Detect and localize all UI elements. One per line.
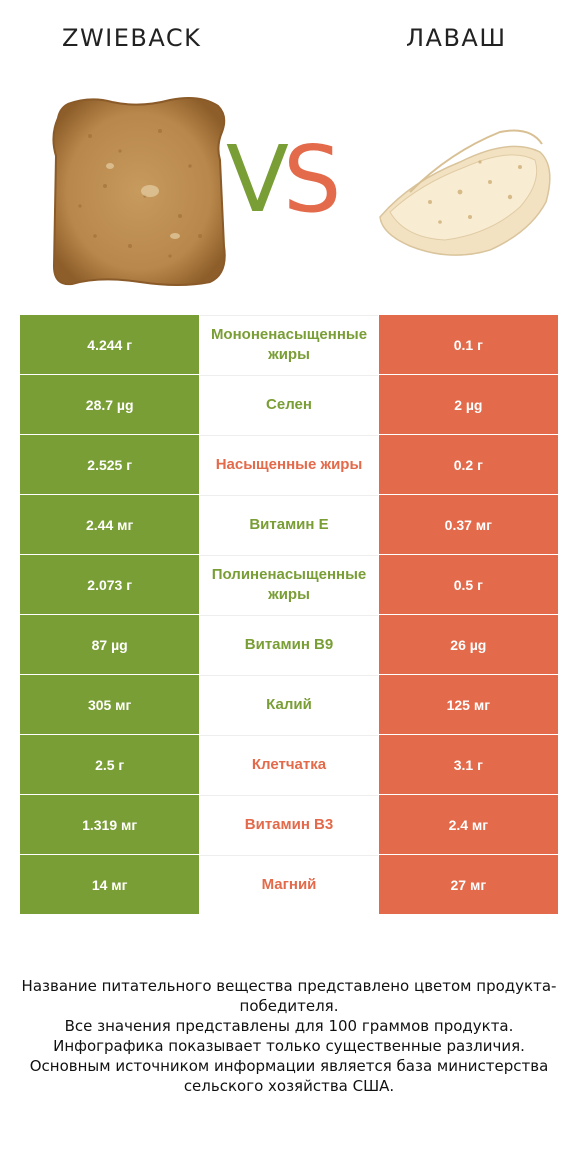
footer-line-3: Инфографика показывает только существенн… [53,1037,525,1055]
right-value: 0.5 г [377,555,558,614]
right-value: 3.1 г [377,735,558,794]
table-row: 4.244 г Мононенасыщенные жиры 0.1 г [20,315,558,375]
right-value: 0.1 г [377,315,558,374]
table-row: 14 мг Магний 27 мг [20,855,558,914]
table-row: 2.073 г Полиненасыщенные жиры 0.5 г [20,555,558,615]
table-row: 87 µg Витамин B9 26 µg [20,615,558,675]
right-value: 27 мг [377,855,558,914]
footer-line-4: Основным источником информации является … [29,1057,549,1095]
left-value: 2.525 г [20,435,201,494]
right-product-title: ЛАВАШ [406,24,507,52]
right-value: 0.37 мг [377,495,558,554]
nutrient-label: Селен [200,375,378,434]
lavash-image [379,129,551,256]
footer-notes: Название питательного вещества представл… [20,976,558,1096]
right-value: 125 мг [377,675,558,734]
table-row: 2.44 мг Витамин E 0.37 мг [20,495,558,555]
vs-label: VS [226,126,341,233]
left-value: 28.7 µg [20,375,201,434]
table-row: 28.7 µg Селен 2 µg [20,375,558,435]
left-value: 305 мг [20,675,201,734]
right-value: 2 µg [377,375,558,434]
left-value: 4.244 г [20,315,201,374]
left-value: 1.319 мг [20,795,201,854]
footer-line-1: Название питательного вещества представл… [21,977,557,1015]
nutrient-label: Витамин B3 [200,795,378,854]
left-value: 2.44 мг [20,495,201,554]
nutrient-label: Витамин E [200,495,378,554]
nutrient-label: Магний [200,855,378,914]
footer-line-2: Все значения представлены для 100 граммо… [64,1017,514,1035]
table-row: 2.5 г Клетчатка 3.1 г [20,735,558,795]
zwieback-image [52,97,226,286]
nutrient-label: Мононенасыщенные жиры [200,315,378,374]
left-value: 87 µg [20,615,201,674]
nutrient-label: Витамин B9 [200,615,378,674]
table-row: 1.319 мг Витамин B3 2.4 мг [20,795,558,855]
left-product-title: ZWIEBACK [62,24,202,52]
right-value: 0.2 г [377,435,558,494]
nutrient-label: Калий [200,675,378,734]
table-row: 305 мг Калий 125 мг [20,675,558,735]
nutrient-label: Насыщенные жиры [200,435,378,494]
comparison-table: 4.244 г Мононенасыщенные жиры 0.1 г 28.7 µg… [20,315,558,914]
table-row: 2.525 г Насыщенные жиры 0.2 г [20,435,558,495]
nutrient-label: Клетчатка [200,735,378,794]
left-value: 14 мг [20,855,201,914]
right-value: 2.4 мг [377,795,558,854]
right-value: 26 µg [377,615,558,674]
left-value: 2.073 г [20,555,201,614]
left-value: 2.5 г [20,735,201,794]
nutrient-label: Полиненасыщенные жиры [200,555,378,614]
